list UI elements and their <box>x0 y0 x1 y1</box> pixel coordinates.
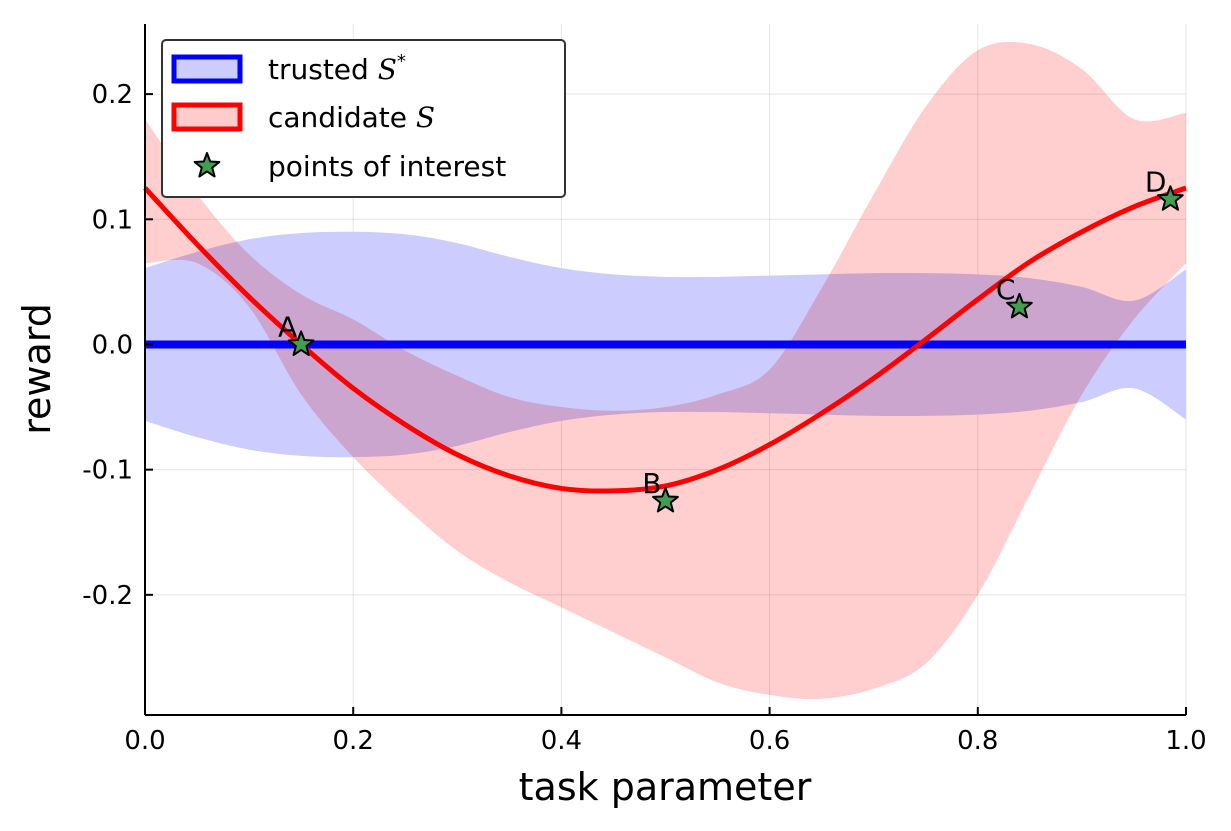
legend-label-sup: * <box>397 51 406 72</box>
legend-label-math: S <box>378 53 397 86</box>
point-star-a <box>287 330 315 356</box>
point-star-b <box>652 486 679 513</box>
x-tick-label: 0.4 <box>541 726 582 756</box>
legend-label-text: candidate <box>268 101 416 134</box>
point-star-c <box>1006 292 1033 319</box>
y-tick-label: 0.2 <box>92 80 133 110</box>
point-label-a: A <box>278 310 297 343</box>
legend-box <box>161 39 566 198</box>
axes <box>144 24 1186 716</box>
legend-swatch-0 <box>171 54 243 84</box>
legend-label-1: candidate S <box>268 101 435 134</box>
point-label-d: D <box>1145 165 1167 198</box>
y-tick-label: -0.2 <box>82 581 133 611</box>
y-tick-label: 0.0 <box>92 330 133 360</box>
x-tick-label: 0.0 <box>124 726 165 756</box>
legend-star-icon <box>193 152 221 178</box>
legend-swatch-1 <box>171 102 243 132</box>
y-tick-label: 0.1 <box>92 205 133 235</box>
y-axis-title: reward <box>15 303 59 435</box>
x-axis-title: task parameter <box>519 765 812 809</box>
point-label-b: B <box>642 467 661 500</box>
ticks: 0.0 0.2 0.4 0.6 0.8 1.0 -0.2 -0.1 0.0 0.1 0.2 <box>82 80 1206 756</box>
x-tick-label: 0.8 <box>957 726 998 756</box>
legend-label-2: points of interest <box>268 150 506 183</box>
legend-label-math: S <box>416 101 435 134</box>
legend-label-text: trusted <box>268 53 378 86</box>
x-tick-label: 1.0 <box>1165 726 1206 756</box>
point-star-d <box>1157 185 1184 211</box>
candidate-band <box>145 41 1186 700</box>
points-of-interest: A B C D <box>278 165 1184 513</box>
point-label-c: C <box>996 273 1016 306</box>
legend-label-text: points of interest <box>268 150 506 183</box>
legend-label-0: trusted S* <box>268 51 406 86</box>
y-tick-label: -0.1 <box>82 456 133 486</box>
x-tick-label: 0.6 <box>749 726 790 756</box>
x-tick-label: 0.2 <box>333 726 374 756</box>
